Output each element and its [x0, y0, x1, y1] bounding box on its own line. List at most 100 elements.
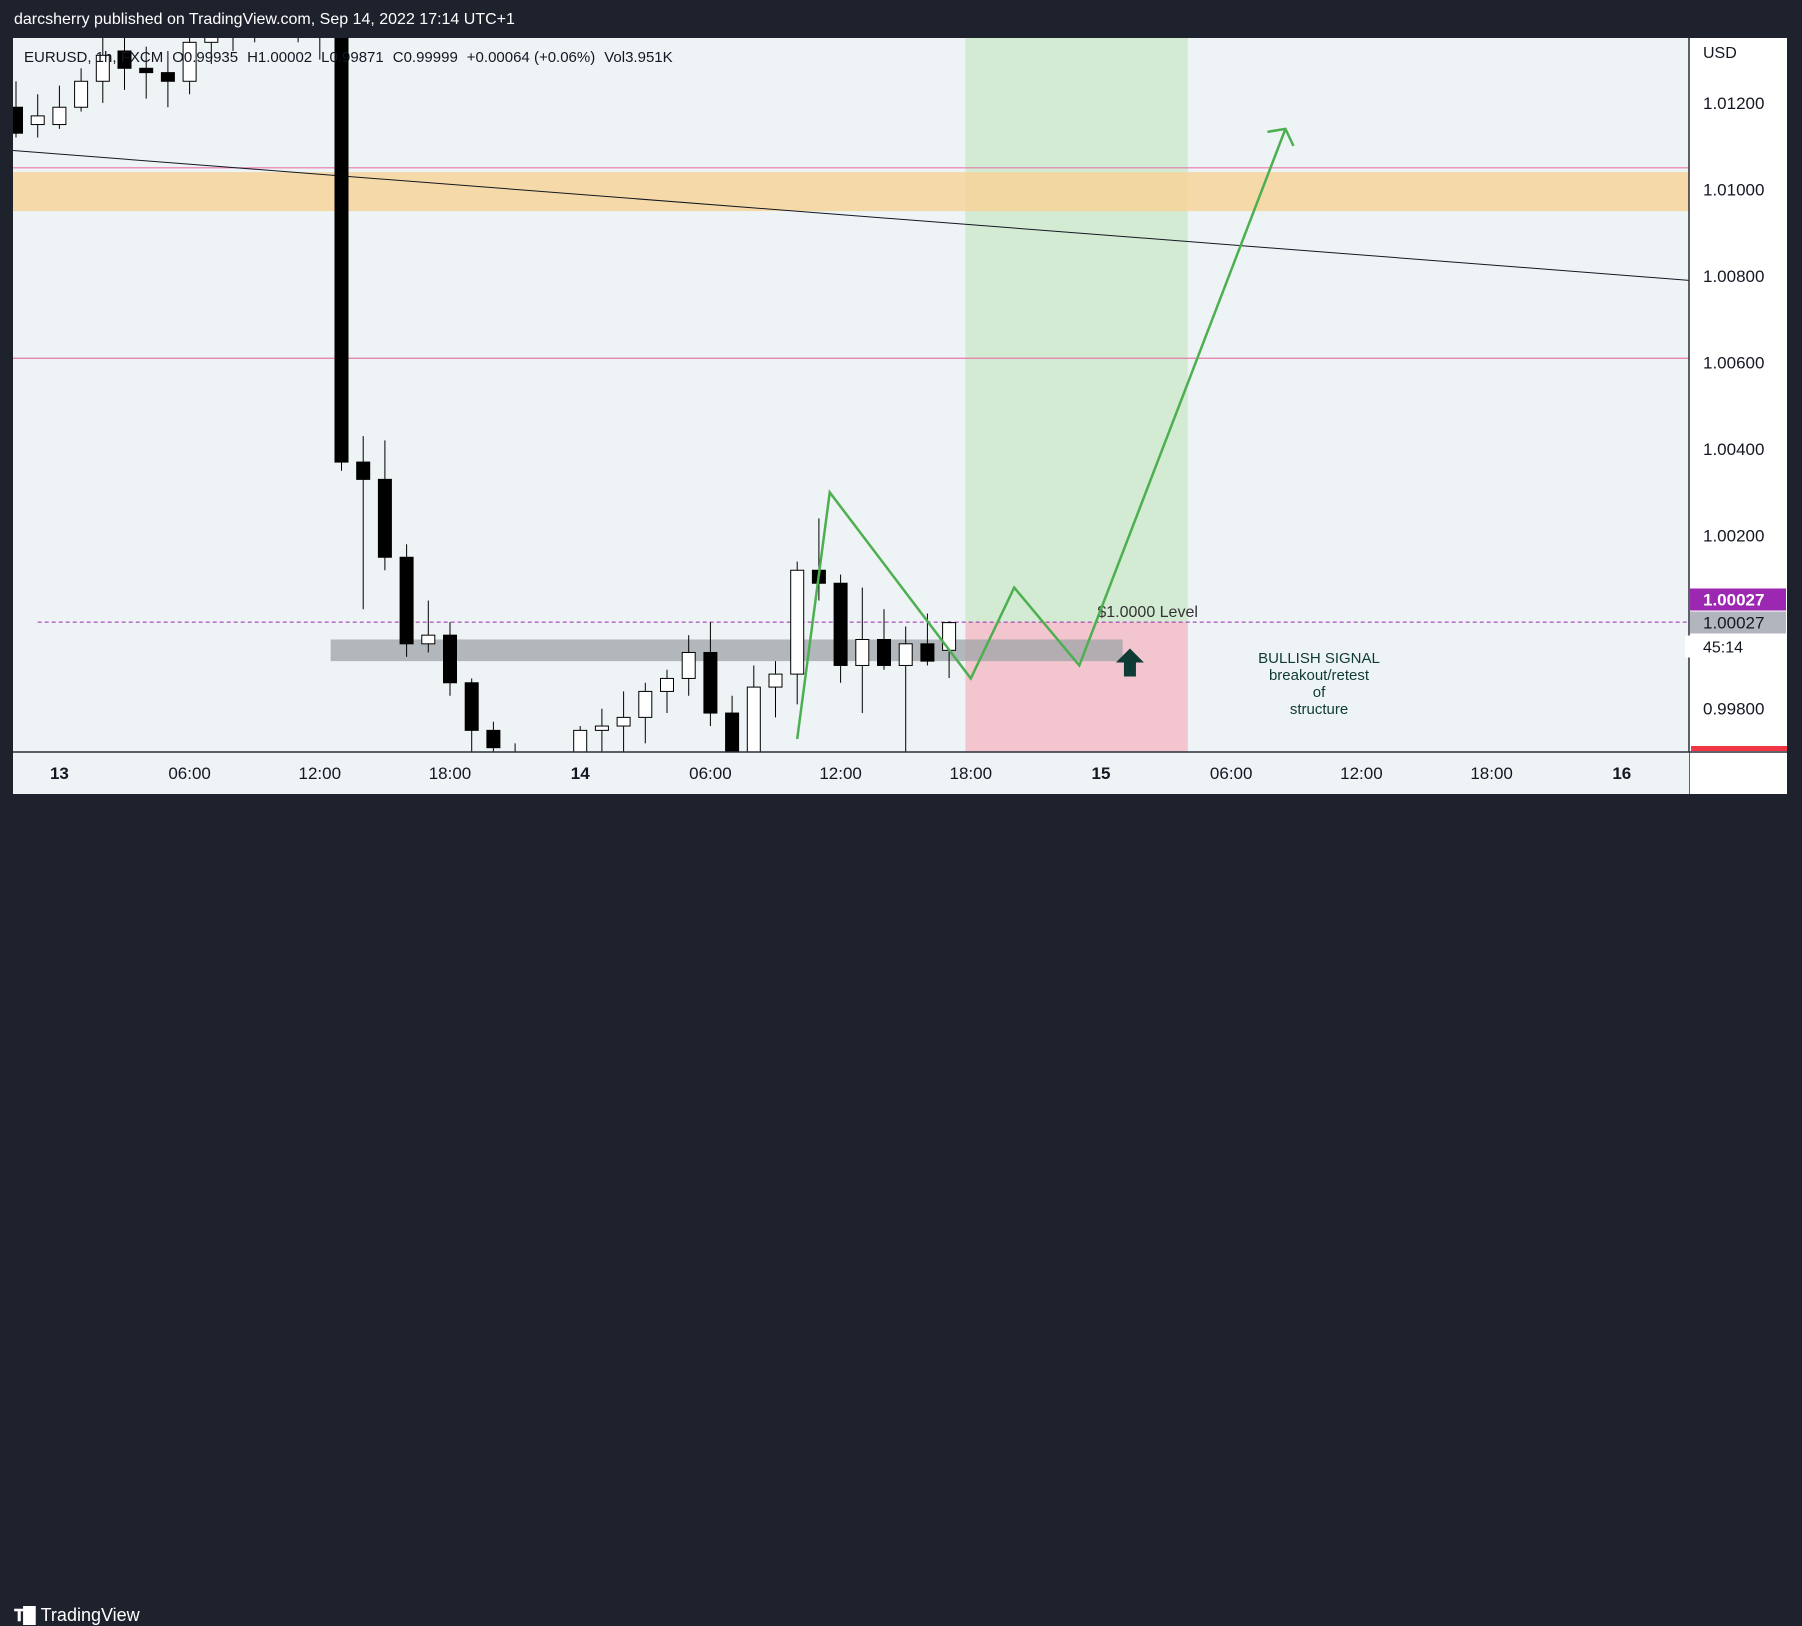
- bullish-signal-annotation: BULLISH SIGNAL breakout/retest of struct…: [1240, 650, 1398, 718]
- candle-28: [616, 691, 631, 752]
- price-axis-panel: [1689, 38, 1787, 794]
- bar-countdown: 45:14: [1703, 639, 1743, 656]
- candle-36: [790, 561, 805, 705]
- current-price-label: 1.00027: [1703, 590, 1764, 609]
- time-tick-label: 18:00: [950, 764, 993, 783]
- candle-9: [204, 38, 219, 64]
- publisher-line: darcsherry published on TradingView.com,…: [14, 11, 515, 28]
- price-tick-label: 1.00600: [1703, 354, 1764, 373]
- candle-40: [877, 609, 891, 670]
- time-tick-label: 12:00: [1340, 764, 1383, 783]
- candle-41: [898, 626, 913, 757]
- legend-high: H1.00002: [247, 49, 313, 66]
- candle-body: [486, 729, 501, 749]
- bullish-arrow-icon: [1115, 648, 1144, 677]
- price-tick-label: 1.01200: [1703, 94, 1764, 113]
- candle-body: [942, 622, 957, 651]
- candle-body: [117, 50, 132, 69]
- time-tick-label: 06:00: [689, 764, 732, 783]
- candle-body: [421, 634, 436, 645]
- annotation-line-1: BULLISH SIGNAL: [1258, 650, 1380, 667]
- plot-area: [13, 38, 1689, 752]
- candle-body: [833, 582, 848, 666]
- candle-body: [616, 716, 631, 727]
- candle-18: [399, 544, 414, 657]
- time-tick-label: 06:00: [1210, 764, 1253, 783]
- candle-body: [30, 115, 45, 126]
- axis-marker: [1691, 746, 1787, 751]
- candle-31: [681, 635, 696, 696]
- legend-change: +0.00064 (+0.06%): [466, 49, 596, 66]
- candle-1: [30, 94, 45, 138]
- candle-body: [13, 106, 23, 134]
- candle-body: [139, 67, 154, 74]
- candle-32: [703, 622, 718, 727]
- candle-body: [204, 38, 219, 43]
- dollar-level-label: $1.0000 Level: [1097, 604, 1198, 621]
- time-axis-panel: [13, 752, 1689, 794]
- time-tick-label: 18:00: [429, 764, 472, 783]
- chart-frame[interactable]: $1.0000 Level USD 1.01200 1.01000 1.00800 1.0…: [13, 38, 1787, 794]
- symbol-legend: EURUSD, 1h, FXCM O0.99935 H1.00002 L0.99871…: [24, 49, 682, 66]
- candle-body: [95, 54, 110, 82]
- projection-path: [795, 128, 1287, 740]
- candle-body: [160, 72, 175, 82]
- legend-low: L0.99871: [321, 49, 384, 66]
- candle-0: [13, 81, 23, 138]
- candle-8: [182, 38, 197, 95]
- price-tick-label: 1.00400: [1703, 440, 1764, 459]
- candle-body: [52, 106, 67, 126]
- price-axis-unit: USD: [1703, 45, 1737, 62]
- candle-2: [52, 85, 67, 129]
- candle-17: [377, 440, 392, 571]
- trend-line: [13, 150, 1690, 281]
- candle-10: [232, 38, 234, 51]
- candle-3: [74, 68, 89, 112]
- annotation-line-4: structure: [1289, 701, 1349, 718]
- tradingview-logo[interactable]: 𝐓█ TradingView: [14, 1605, 140, 1626]
- target-zone: [965, 38, 1188, 623]
- legend-symbol: EURUSD, 1h, FXCM: [24, 49, 164, 66]
- supply-zone: [13, 172, 1689, 212]
- candle-38: [833, 574, 848, 683]
- candle-body: [790, 569, 805, 675]
- candle-body: [182, 41, 197, 82]
- candle-15: [334, 38, 349, 471]
- price-chart[interactable]: $1.0000 Level USD 1.01200 1.01000 1.00800 1.0…: [13, 38, 1787, 794]
- time-tick-label: 12:00: [299, 764, 342, 783]
- candle-body: [877, 638, 891, 666]
- time-tick-label: 13: [50, 764, 69, 783]
- footer-bar: 𝐓█ TradingView: [0, 795, 1802, 1625]
- price-tick-label: 1.00800: [1703, 267, 1764, 286]
- tradingview-brand: TradingView: [40, 1605, 140, 1625]
- time-tick-label: 12:00: [819, 764, 862, 783]
- current-price-tag: [1690, 588, 1786, 611]
- candle-7: [160, 50, 175, 108]
- candle-body: [855, 638, 870, 666]
- candle-19: [421, 600, 436, 653]
- candle-5: [117, 38, 132, 90]
- publish-header: darcsherry published on TradingView.com,…: [0, 0, 1802, 38]
- candle-21: [464, 678, 479, 752]
- candle-body: [464, 682, 479, 731]
- legend-close: C0.99999: [392, 49, 458, 66]
- countdown-tag: [1685, 635, 1755, 658]
- time-tick-label: 15: [1092, 764, 1111, 783]
- annotation-line-3: of: [1312, 684, 1326, 701]
- price-tick-label: 1.01000: [1703, 180, 1764, 199]
- crosshair-price-label: 1.00027: [1703, 613, 1764, 632]
- time-tick-label: 06:00: [168, 764, 211, 783]
- legend-volume: Vol3.951K: [604, 49, 673, 66]
- time-tick-label: 14: [571, 764, 590, 783]
- price-tick-label: 1.00200: [1703, 527, 1764, 546]
- tradingview-logo-icon: 𝐓█: [14, 1605, 36, 1625]
- candle-body: [356, 461, 371, 480]
- candle-body: [703, 651, 718, 714]
- candle-body: [334, 38, 349, 463]
- candle-body: [681, 651, 696, 679]
- candle-body: [920, 643, 935, 662]
- annotation-line-2: breakout/retest: [1268, 667, 1370, 684]
- candle-20: [443, 622, 457, 696]
- candle-39: [855, 587, 870, 714]
- projection-arrowhead: [1267, 127, 1295, 147]
